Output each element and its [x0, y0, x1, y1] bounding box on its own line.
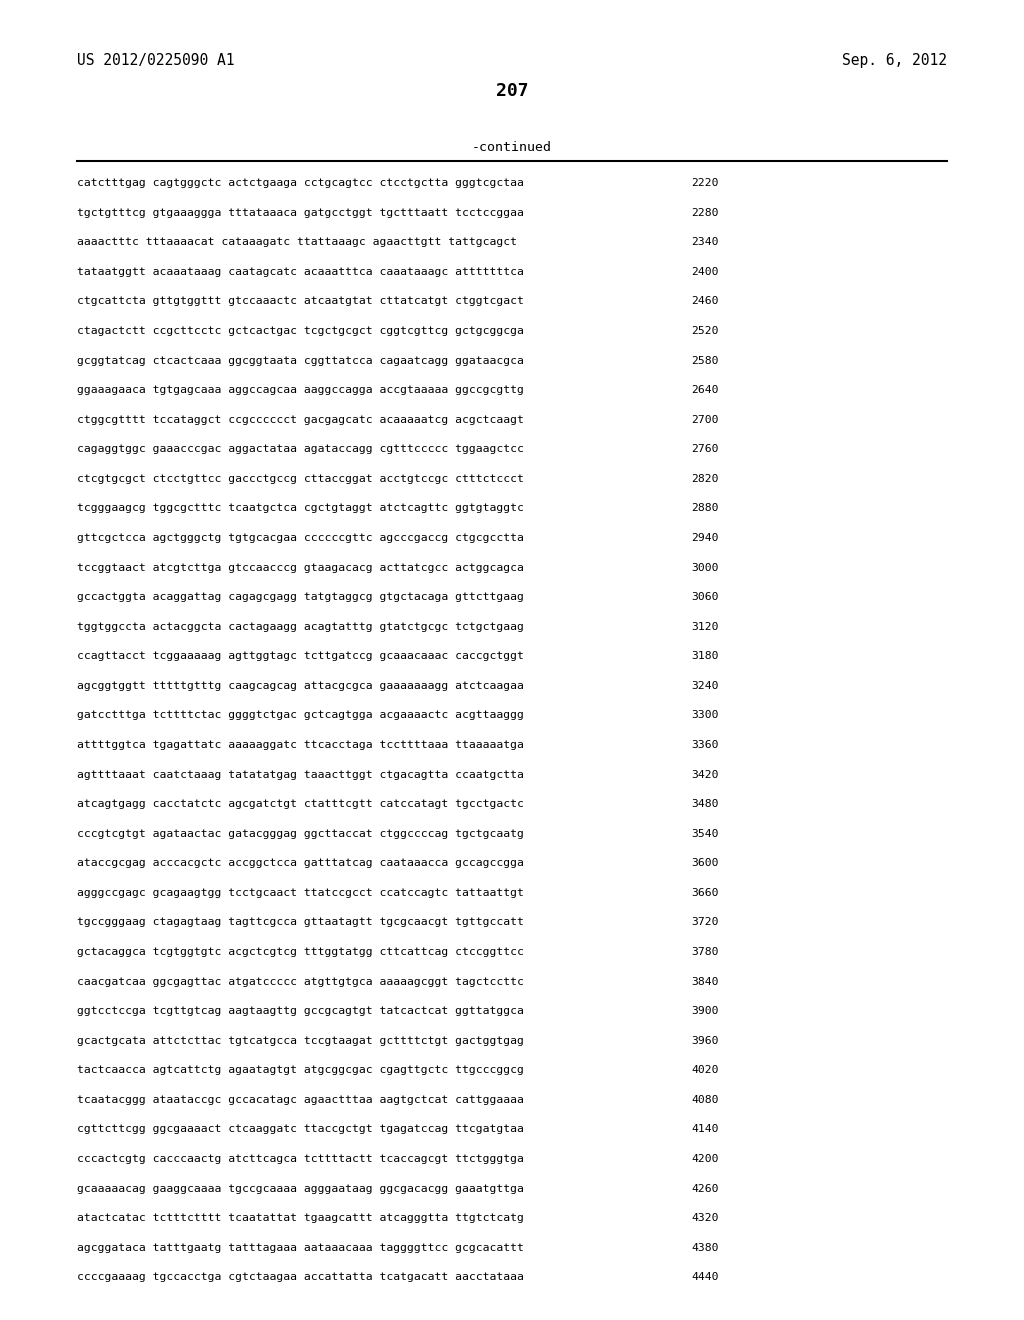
Text: US 2012/0225090 A1: US 2012/0225090 A1 — [77, 53, 234, 67]
Text: tgctgtttcg gtgaaaggga tttataaaca gatgcctggt tgctttaatt tcctccggaa: tgctgtttcg gtgaaaggga tttataaaca gatgcct… — [77, 207, 523, 218]
Text: ccagttacct tcggaaaaag agttggtagc tcttgatccg gcaaacaaac caccgctggt: ccagttacct tcggaaaaag agttggtagc tcttgat… — [77, 651, 523, 661]
Text: 207: 207 — [496, 82, 528, 100]
Text: 3180: 3180 — [691, 651, 719, 661]
Text: catctttgag cagtgggctc actctgaaga cctgcagtcc ctcctgctta gggtcgctaa: catctttgag cagtgggctc actctgaaga cctgcag… — [77, 178, 523, 189]
Text: cccactcgtg cacccaactg atcttcagca tcttttactt tcaccagcgt ttctgggtga: cccactcgtg cacccaactg atcttcagca tctttta… — [77, 1154, 523, 1164]
Text: 3000: 3000 — [691, 562, 719, 573]
Text: agcggtggtt tttttgtttg caagcagcag attacgcgca gaaaaaaagg atctcaagaa: agcggtggtt tttttgtttg caagcagcag attacgc… — [77, 681, 523, 690]
Text: tgccgggaag ctagagtaag tagttcgcca gttaatagtt tgcgcaacgt tgttgccatt: tgccgggaag ctagagtaag tagttcgcca gttaata… — [77, 917, 523, 928]
Text: 3780: 3780 — [691, 946, 719, 957]
Text: 3540: 3540 — [691, 829, 719, 838]
Text: 3120: 3120 — [691, 622, 719, 632]
Text: attttggtca tgagattatc aaaaaggatc ttcacctaga tccttttaaa ttaaaaatga: attttggtca tgagattatc aaaaaggatc ttcacct… — [77, 741, 523, 750]
Text: 4200: 4200 — [691, 1154, 719, 1164]
Text: 2400: 2400 — [691, 267, 719, 277]
Text: 3300: 3300 — [691, 710, 719, 721]
Text: 4080: 4080 — [691, 1094, 719, 1105]
Text: agggccgagc gcagaagtgg tcctgcaact ttatccgcct ccatccagtc tattaattgt: agggccgagc gcagaagtgg tcctgcaact ttatccg… — [77, 888, 523, 898]
Text: ataccgcgag acccacgctc accggctcca gatttatcag caataaacca gccagccgga: ataccgcgag acccacgctc accggctcca gatttat… — [77, 858, 523, 869]
Text: 2640: 2640 — [691, 385, 719, 395]
Text: tataatggtt acaaataaag caatagcatc acaaatttca caaataaagc atttttttca: tataatggtt acaaataaag caatagcatc acaaatt… — [77, 267, 523, 277]
Text: 2220: 2220 — [691, 178, 719, 189]
Text: 3600: 3600 — [691, 858, 719, 869]
Text: 3060: 3060 — [691, 593, 719, 602]
Text: ctcgtgcgct ctcctgttcc gaccctgccg cttaccggat acctgtccgc ctttctccct: ctcgtgcgct ctcctgttcc gaccctgccg cttaccg… — [77, 474, 523, 484]
Text: agcggataca tatttgaatg tatttagaaa aataaacaaa taggggttcc gcgcacattt: agcggataca tatttgaatg tatttagaaa aataaac… — [77, 1242, 523, 1253]
Text: Sep. 6, 2012: Sep. 6, 2012 — [842, 53, 947, 67]
Text: ctgcattcta gttgtggttt gtccaaactc atcaatgtat cttatcatgt ctggtcgact: ctgcattcta gttgtggttt gtccaaactc atcaatg… — [77, 297, 523, 306]
Text: 4140: 4140 — [691, 1125, 719, 1134]
Text: 2820: 2820 — [691, 474, 719, 484]
Text: tggtggccta actacggcta cactagaagg acagtatttg gtatctgcgc tctgctgaag: tggtggccta actacggcta cactagaagg acagtat… — [77, 622, 523, 632]
Text: ctggcgtttt tccataggct ccgcccccct gacgagcatc acaaaaatcg acgctcaagt: ctggcgtttt tccataggct ccgcccccct gacgagc… — [77, 414, 523, 425]
Text: 2340: 2340 — [691, 238, 719, 247]
Text: 4020: 4020 — [691, 1065, 719, 1076]
Text: ggaaagaaca tgtgagcaaa aggccagcaa aaggccagga accgtaaaaa ggccgcgttg: ggaaagaaca tgtgagcaaa aggccagcaa aaggcca… — [77, 385, 523, 395]
Text: 4260: 4260 — [691, 1184, 719, 1193]
Text: 2520: 2520 — [691, 326, 719, 337]
Text: gcactgcata attctcttac tgtcatgcca tccgtaagat gcttttctgt gactggtgag: gcactgcata attctcttac tgtcatgcca tccgtaa… — [77, 1036, 523, 1045]
Text: caacgatcaa ggcgagttac atgatccccc atgttgtgca aaaaagcggt tagctccttc: caacgatcaa ggcgagttac atgatccccc atgttgt… — [77, 977, 523, 986]
Text: 3840: 3840 — [691, 977, 719, 986]
Text: tcgggaagcg tggcgctttc tcaatgctca cgctgtaggt atctcagttc ggtgtaggtc: tcgggaagcg tggcgctttc tcaatgctca cgctgta… — [77, 503, 523, 513]
Text: 4320: 4320 — [691, 1213, 719, 1224]
Text: ggtcctccga tcgttgtcag aagtaagttg gccgcagtgt tatcactcat ggttatggca: ggtcctccga tcgttgtcag aagtaagttg gccgcag… — [77, 1006, 523, 1016]
Text: gctacaggca tcgtggtgtc acgctcgtcg tttggtatgg cttcattcag ctccggttcc: gctacaggca tcgtggtgtc acgctcgtcg tttggta… — [77, 946, 523, 957]
Text: gcggtatcag ctcactcaaa ggcggtaata cggttatcca cagaatcagg ggataacgca: gcggtatcag ctcactcaaa ggcggtaata cggttat… — [77, 355, 523, 366]
Text: 3360: 3360 — [691, 741, 719, 750]
Text: gttcgctcca agctgggctg tgtgcacgaa ccccccgttc agcccgaccg ctgcgcctta: gttcgctcca agctgggctg tgtgcacgaa ccccccg… — [77, 533, 523, 543]
Text: cccgtcgtgt agataactac gatacgggag ggcttaccat ctggccccag tgctgcaatg: cccgtcgtgt agataactac gatacgggag ggcttac… — [77, 829, 523, 838]
Text: ccccgaaaag tgccacctga cgtctaagaa accattatta tcatgacatt aacctataaa: ccccgaaaag tgccacctga cgtctaagaa accatta… — [77, 1272, 523, 1282]
Text: -continued: -continued — [472, 141, 552, 154]
Text: 2460: 2460 — [691, 297, 719, 306]
Text: 3480: 3480 — [691, 799, 719, 809]
Text: 2700: 2700 — [691, 414, 719, 425]
Text: gccactggta acaggattag cagagcgagg tatgtaggcg gtgctacaga gttcttgaag: gccactggta acaggattag cagagcgagg tatgtag… — [77, 593, 523, 602]
Text: 3900: 3900 — [691, 1006, 719, 1016]
Text: 2280: 2280 — [691, 207, 719, 218]
Text: agttttaaat caatctaaag tatatatgag taaacttggt ctgacagtta ccaatgctta: agttttaaat caatctaaag tatatatgag taaactt… — [77, 770, 523, 780]
Text: tactcaacca agtcattctg agaatagtgt atgcggcgac cgagttgctc ttgcccggcg: tactcaacca agtcattctg agaatagtgt atgcggc… — [77, 1065, 523, 1076]
Text: cagaggtggc gaaacccgac aggactataa agataccagg cgtttccccc tggaagctcc: cagaggtggc gaaacccgac aggactataa agatacc… — [77, 445, 523, 454]
Text: 4440: 4440 — [691, 1272, 719, 1282]
Text: 2760: 2760 — [691, 445, 719, 454]
Text: atactcatac tctttctttt tcaatattat tgaagcattt atcagggtta ttgtctcatg: atactcatac tctttctttt tcaatattat tgaagca… — [77, 1213, 523, 1224]
Text: 2580: 2580 — [691, 355, 719, 366]
Text: 4380: 4380 — [691, 1242, 719, 1253]
Text: gcaaaaacag gaaggcaaaa tgccgcaaaa agggaataag ggcgacacgg gaaatgttga: gcaaaaacag gaaggcaaaa tgccgcaaaa agggaat… — [77, 1184, 523, 1193]
Text: 3420: 3420 — [691, 770, 719, 780]
Text: ctagactctt ccgcttcctc gctcactgac tcgctgcgct cggtcgttcg gctgcggcga: ctagactctt ccgcttcctc gctcactgac tcgctgc… — [77, 326, 523, 337]
Text: atcagtgagg cacctatctc agcgatctgt ctatttcgtt catccatagt tgcctgactc: atcagtgagg cacctatctc agcgatctgt ctatttc… — [77, 799, 523, 809]
Text: 3660: 3660 — [691, 888, 719, 898]
Text: 2940: 2940 — [691, 533, 719, 543]
Text: 2880: 2880 — [691, 503, 719, 513]
Text: tcaatacggg ataataccgc gccacatagc agaactttaa aagtgctcat cattggaaaa: tcaatacggg ataataccgc gccacatagc agaactt… — [77, 1094, 523, 1105]
Text: aaaactttc tttaaaacat cataaagatc ttattaaagc agaacttgtt tattgcagct: aaaactttc tttaaaacat cataaagatc ttattaaa… — [77, 238, 517, 247]
Text: gatcctttga tcttttctac ggggtctgac gctcagtgga acgaaaactc acgttaaggg: gatcctttga tcttttctac ggggtctgac gctcagt… — [77, 710, 523, 721]
Text: 3960: 3960 — [691, 1036, 719, 1045]
Text: 3240: 3240 — [691, 681, 719, 690]
Text: tccggtaact atcgtcttga gtccaacccg gtaagacacg acttatcgcc actggcagca: tccggtaact atcgtcttga gtccaacccg gtaagac… — [77, 562, 523, 573]
Text: 3720: 3720 — [691, 917, 719, 928]
Text: cgttcttcgg ggcgaaaact ctcaaggatc ttaccgctgt tgagatccag ttcgatgtaa: cgttcttcgg ggcgaaaact ctcaaggatc ttaccgc… — [77, 1125, 523, 1134]
